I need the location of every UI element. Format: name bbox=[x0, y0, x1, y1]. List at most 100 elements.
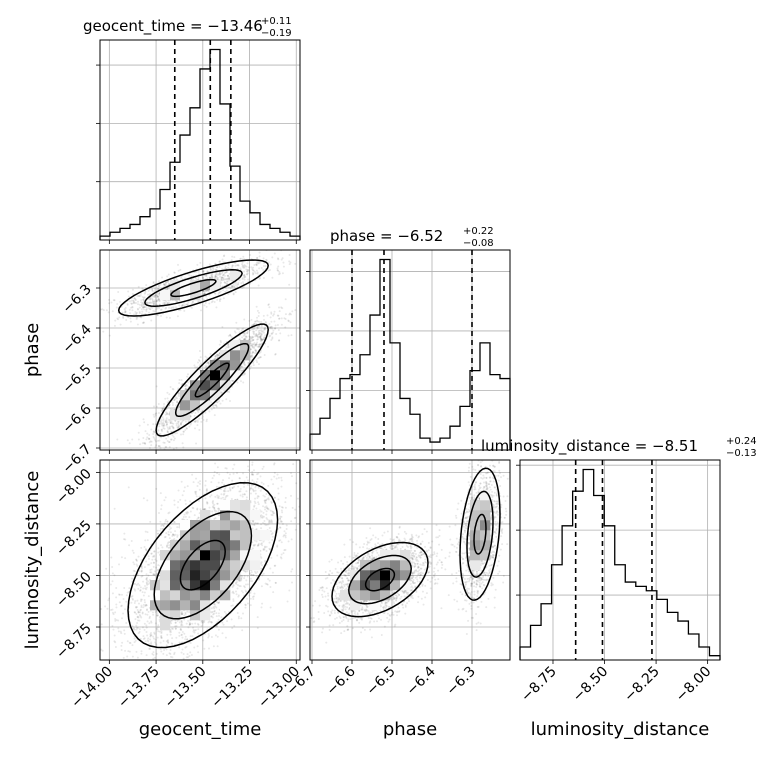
sample-point bbox=[227, 274, 230, 277]
sample-point bbox=[191, 302, 194, 305]
sample-point bbox=[148, 622, 151, 625]
sample-point bbox=[232, 293, 235, 296]
sample-point bbox=[239, 494, 242, 497]
sample-point bbox=[157, 298, 160, 301]
sample-point bbox=[253, 322, 256, 325]
sample-point bbox=[243, 333, 246, 336]
sample-point bbox=[140, 652, 143, 655]
sample-point bbox=[235, 264, 238, 267]
sample-point bbox=[234, 284, 237, 287]
sample-point bbox=[155, 412, 158, 415]
sample-point bbox=[184, 385, 187, 388]
sample-point bbox=[255, 359, 258, 362]
sample-point bbox=[146, 302, 149, 305]
sample-point bbox=[256, 335, 259, 338]
sample-point bbox=[255, 305, 258, 308]
sample-point bbox=[217, 274, 220, 277]
sample-point bbox=[191, 506, 194, 509]
sample-point bbox=[181, 494, 184, 497]
sample-point bbox=[230, 259, 233, 262]
sample-point bbox=[256, 272, 259, 275]
sample-point bbox=[237, 328, 240, 331]
sample-point bbox=[145, 624, 148, 627]
sample-point bbox=[216, 635, 219, 638]
sample-point bbox=[244, 336, 247, 339]
sample-point bbox=[239, 257, 242, 260]
sample-point bbox=[130, 302, 133, 305]
sample-point bbox=[249, 348, 252, 351]
sample-point bbox=[148, 467, 150, 469]
sample-point bbox=[118, 481, 120, 483]
sample-point bbox=[291, 310, 294, 313]
sample-point bbox=[290, 334, 293, 337]
sample-point bbox=[241, 327, 244, 330]
sample-point bbox=[257, 503, 260, 506]
sample-point bbox=[219, 402, 222, 405]
sample-point bbox=[181, 421, 184, 424]
sample-point bbox=[231, 264, 234, 267]
sample-point bbox=[176, 401, 179, 404]
sample-point bbox=[211, 276, 214, 279]
sample-point bbox=[208, 277, 211, 280]
sample-point bbox=[120, 556, 123, 559]
sample-point bbox=[289, 321, 292, 324]
sample-point bbox=[236, 285, 239, 288]
sample-point bbox=[136, 619, 139, 622]
density-cell bbox=[190, 400, 201, 411]
sample-point bbox=[201, 415, 204, 418]
sample-point bbox=[254, 502, 257, 505]
sample-point bbox=[243, 263, 246, 266]
sample-point bbox=[89, 602, 91, 604]
sample-point bbox=[237, 283, 240, 286]
sample-point bbox=[157, 280, 160, 283]
sample-point bbox=[227, 345, 230, 348]
sample-point bbox=[142, 306, 145, 309]
sample-point bbox=[244, 372, 247, 375]
sample-point bbox=[222, 289, 225, 292]
sample-point bbox=[175, 300, 178, 303]
sample-point bbox=[151, 290, 154, 293]
sample-point bbox=[138, 312, 141, 315]
sample-point bbox=[154, 412, 157, 415]
sample-point bbox=[241, 258, 244, 261]
sample-point bbox=[164, 281, 167, 284]
sample-point bbox=[159, 309, 162, 312]
sample-point bbox=[184, 420, 187, 423]
sample-point bbox=[258, 336, 261, 339]
title-geocent-time: geocent_time = −13.46 bbox=[83, 17, 263, 36]
sample-point bbox=[258, 267, 261, 270]
sample-point bbox=[241, 264, 244, 267]
sample-point bbox=[135, 612, 138, 615]
sample-point bbox=[192, 628, 195, 631]
sample-point bbox=[149, 301, 152, 304]
sample-point bbox=[179, 309, 182, 312]
sample-point bbox=[266, 498, 269, 501]
sample-point bbox=[225, 346, 228, 349]
sample-point bbox=[227, 490, 230, 493]
panels-layer: −14.00−13.75−13.50−13.25−13.00−6.7 −6.6 −6… bbox=[53, 39, 721, 711]
sample-point bbox=[250, 354, 253, 357]
sample-point bbox=[133, 466, 135, 468]
sample-point bbox=[264, 334, 267, 337]
sample-point bbox=[187, 619, 190, 622]
sample-point bbox=[102, 309, 105, 312]
sample-point bbox=[172, 388, 175, 391]
sample-point bbox=[157, 292, 160, 295]
sample-point bbox=[113, 299, 116, 302]
sample-point bbox=[194, 411, 197, 414]
sample-point bbox=[143, 421, 146, 424]
sample-point bbox=[227, 277, 230, 280]
sample-point bbox=[226, 278, 229, 281]
sample-point bbox=[118, 593, 121, 596]
sample-point bbox=[209, 269, 212, 272]
sample-point bbox=[279, 518, 282, 521]
sample-point bbox=[241, 278, 244, 281]
sample-point bbox=[251, 463, 254, 466]
sample-point bbox=[280, 485, 283, 488]
sample-point bbox=[252, 364, 255, 367]
sample-point bbox=[214, 462, 217, 465]
sample-point bbox=[164, 518, 167, 521]
sample-point bbox=[127, 290, 130, 293]
sample-point bbox=[210, 408, 213, 411]
sample-point bbox=[133, 297, 136, 300]
